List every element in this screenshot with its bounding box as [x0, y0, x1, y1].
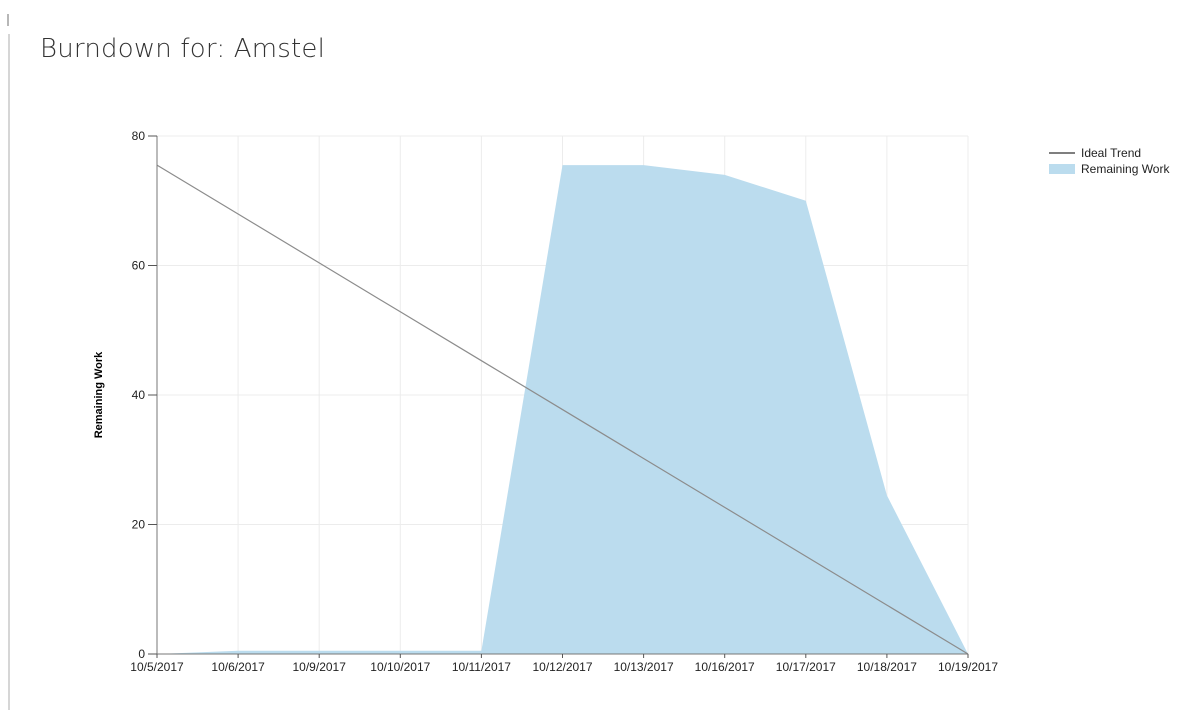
ideal-trend-point [398, 310, 402, 314]
ideal-trend-point [561, 408, 565, 412]
legend-swatch-remaining-work [1049, 164, 1075, 174]
remaining-work-point [804, 199, 808, 203]
y-tick-label: 80 [132, 129, 146, 143]
remaining-work-point [398, 649, 402, 653]
x-tick-label: 10/5/2017 [130, 660, 184, 674]
page-title: Burndown for: Amstel [40, 34, 326, 64]
ideal-trend-point [885, 603, 889, 607]
y-tick-label: 40 [132, 388, 146, 402]
remaining-work-point [723, 173, 727, 177]
page-left-border-tick [7, 14, 9, 26]
y-tick-label: 20 [132, 518, 146, 532]
x-tick-label: 10/9/2017 [293, 660, 347, 674]
remaining-work-point [885, 493, 889, 497]
legend-label: Ideal Trend [1081, 146, 1141, 160]
legend-label: Remaining Work [1081, 162, 1170, 176]
remaining-work-point [561, 163, 565, 167]
x-tick-label: 10/13/2017 [614, 660, 674, 674]
y-tick-label: 60 [132, 259, 146, 273]
x-tick-label: 10/12/2017 [532, 660, 592, 674]
ideal-trend-point [723, 505, 727, 509]
x-tick-label: 10/17/2017 [776, 660, 836, 674]
y-tick-label: 0 [138, 647, 145, 661]
remaining-work-point [642, 163, 646, 167]
ideal-trend-point [479, 359, 483, 363]
ideal-trend-point [236, 212, 240, 216]
y-axis-title: Remaining Work [93, 351, 105, 438]
x-tick-label: 10/10/2017 [370, 660, 430, 674]
x-tick-label: 10/18/2017 [857, 660, 917, 674]
ideal-trend-point [317, 261, 321, 265]
x-tick-label: 10/6/2017 [211, 660, 265, 674]
ideal-trend-point [642, 456, 646, 460]
page-left-border [8, 34, 10, 710]
remaining-work-point [479, 649, 483, 653]
x-tick-label: 10/11/2017 [452, 660, 511, 674]
ideal-trend-line [156, 164, 969, 655]
chart-axes: 0 20 40 60 80 10/5/2017 10/6/2017 10/9/2017 10/1… [130, 129, 998, 674]
chart-legend: Ideal Trend Remaining Work [1049, 146, 1170, 176]
remaining-work-point [236, 649, 240, 653]
x-tick-label: 10/16/2017 [695, 660, 755, 674]
ideal-trend-layer [156, 164, 969, 655]
remaining-work-point [317, 649, 321, 653]
x-tick-label: 10/19/2017 [938, 660, 998, 674]
ideal-trend-point [804, 554, 808, 558]
